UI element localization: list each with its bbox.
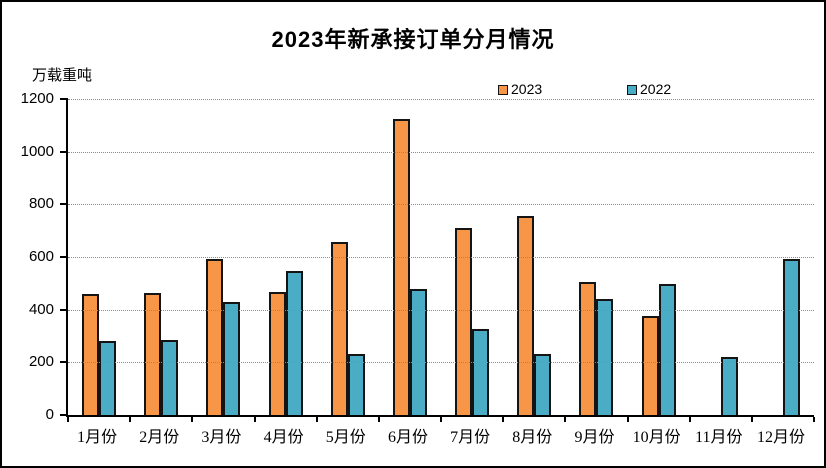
y-axis-tick-label-0: 0 [45, 406, 54, 423]
x-tick-7 [502, 417, 505, 422]
legend-item-2023: 2023 [498, 82, 542, 97]
x-axis-label-11月份: 11月份 [695, 429, 743, 446]
y-tick-0 [60, 414, 68, 416]
bar-2022-10月份 [658, 284, 676, 415]
bar-2023-7月份 [455, 228, 473, 415]
x-axis-label-3月份: 3月份 [201, 429, 242, 446]
bar-group-3月份 [192, 99, 254, 415]
bar-group-11月份 [690, 99, 752, 415]
x-tick-10 [688, 417, 691, 422]
x-axis-label-10月份: 10月份 [632, 429, 681, 446]
x-tick-8 [564, 417, 567, 422]
x-tick-4 [315, 417, 318, 422]
bar-2022-8月份 [534, 353, 552, 415]
bar-group-5月份 [317, 99, 379, 415]
bar-2022-11月份 [720, 357, 738, 415]
bar-2022-5月份 [347, 354, 365, 415]
legend-item-2022: 2022 [627, 82, 671, 97]
legend-label: 2022 [640, 81, 672, 97]
gridline-y-200 [68, 362, 814, 364]
gridline-y-800 [68, 204, 814, 206]
bar-group-8月份 [503, 99, 565, 415]
x-tick-5 [377, 417, 380, 422]
bar-group-7月份 [441, 99, 503, 415]
bar-groups [68, 99, 814, 415]
x-axis-labels: 1月份 2月份 3月份 4月份 5月份 6月份 7月份 8月份 9月份 10月份 11月份 12月份 [66, 423, 812, 447]
chart-title: 2023年新承接订单分月情况 [271, 27, 555, 52]
x-tick-3 [253, 417, 256, 422]
gridline-y-600 [68, 257, 814, 258]
y-axis-tick-label-1000: 1000 [20, 142, 54, 160]
legend: 2023 2022 [2, 82, 824, 98]
bar-2023-8月份 [517, 216, 535, 415]
bar-2022-2月份 [161, 340, 179, 415]
bar-2023-1月份 [82, 294, 100, 415]
legend-swatch-icon [498, 84, 508, 95]
y-tick-1200 [60, 98, 68, 100]
bar-2023-5月份 [330, 241, 348, 415]
x-tick-9 [626, 417, 629, 422]
bar-group-4月份 [255, 99, 317, 415]
y-axis-tick-label-1200: 1200 [20, 90, 54, 107]
bar-group-9月份 [565, 99, 627, 415]
legend-label: 2023 [511, 81, 543, 97]
bar-2022-6月份 [409, 289, 427, 415]
bar-2022-7月份 [472, 329, 490, 415]
y-tick-800 [60, 203, 68, 206]
y-tick-1000 [60, 150, 68, 153]
x-tick-11 [750, 417, 753, 422]
y-axis-tick-label-400: 400 [28, 300, 54, 318]
plot-area [60, 98, 815, 422]
bar-group-2月份 [130, 99, 192, 415]
y-axis-tick-label-800: 800 [28, 195, 54, 213]
y-tick-600 [60, 256, 68, 258]
bar-2022-9月份 [596, 299, 614, 415]
bar-2022-3月份 [223, 301, 241, 415]
legend-swatch-icon [627, 84, 637, 95]
bar-2023-9月份 [579, 282, 597, 415]
y-axis-tick-label-600: 600 [28, 248, 54, 265]
bar-2023-10月份 [641, 316, 659, 415]
x-axis-label-4月份: 4月份 [263, 429, 304, 446]
gridline-y-1200 [68, 99, 814, 100]
bar-2023-2月份 [144, 293, 162, 415]
x-tick-2 [191, 417, 194, 422]
bar-2023-4月份 [268, 292, 286, 415]
x-axis-label-2月份: 2月份 [139, 429, 180, 446]
x-axis-label-12月份: 12月份 [756, 429, 805, 446]
y-axis-tick-label-200: 200 [28, 353, 54, 371]
bar-2022-1月份 [99, 340, 117, 415]
x-axis-label-7月份: 7月份 [450, 429, 491, 446]
x-axis-label-5月份: 5月份 [325, 429, 366, 446]
x-tick-12 [813, 417, 815, 422]
x-axis-label-9月份: 9月份 [574, 429, 615, 446]
y-axis-unit-label: 万载重吨 [32, 67, 93, 84]
y-tick-400 [60, 308, 68, 311]
bar-2022-12月份 [782, 259, 800, 415]
x-tick-0 [67, 417, 69, 422]
gridline-y-400 [68, 309, 814, 311]
bar-group-1月份 [68, 99, 130, 415]
x-axis-label-8月份: 8月份 [512, 429, 553, 446]
x-tick-6 [440, 417, 442, 422]
bar-2023-3月份 [206, 259, 224, 415]
gridline-y-1000 [68, 151, 814, 153]
bar-2023-6月份 [392, 119, 410, 415]
bar-2022-4月份 [285, 271, 303, 415]
x-axis-label-1月份: 1月份 [77, 429, 118, 446]
bar-group-10月份 [628, 99, 690, 415]
x-axis-label-6月份: 6月份 [387, 429, 428, 446]
x-tick-1 [129, 417, 132, 422]
bar-group-12月份 [752, 99, 814, 415]
y-tick-200 [60, 361, 68, 364]
bar-group-6月份 [379, 99, 441, 415]
